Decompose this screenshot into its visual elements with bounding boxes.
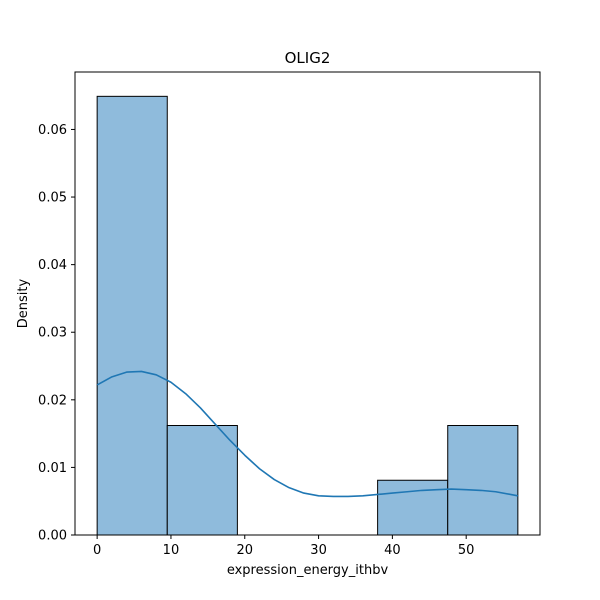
y-tick-label: 0.03 <box>38 326 67 341</box>
x-tick-label: 50 <box>458 543 475 558</box>
histogram-bar-0 <box>96 95 168 536</box>
histogram-bar-5 <box>447 425 519 536</box>
plot-frame <box>74 71 541 536</box>
x-axis-label: expression_energy_ithbv <box>227 563 389 578</box>
kde-layer <box>96 370 519 498</box>
histogram-bar-1 <box>166 425 238 536</box>
y-axis-ticks: 0.00 0.01 0.02 0.03 0.04 0.05 0.06 <box>38 123 75 544</box>
y-tick-label: 0.06 <box>38 123 67 138</box>
y-axis-label: Density <box>16 278 31 328</box>
y-tick-label: 0.01 <box>38 461 67 476</box>
y-tick-label: 0.05 <box>38 191 67 206</box>
x-tick-label: 20 <box>236 543 253 558</box>
x-tick-label: 10 <box>163 543 180 558</box>
y-tick-label: 0.04 <box>38 258 67 273</box>
histogram-bar-4 <box>377 479 449 536</box>
kde-curve <box>96 370 519 498</box>
chart-title: OLIG2 <box>285 49 331 67</box>
x-axis-ticks: 0 10 20 30 40 50 <box>93 535 474 558</box>
y-tick-label: 0.02 <box>38 393 67 408</box>
x-tick-label: 40 <box>384 543 401 558</box>
bars-layer <box>96 95 519 536</box>
y-tick-label: 0.00 <box>38 529 67 544</box>
x-tick-label: 0 <box>93 543 101 558</box>
x-tick-label: 30 <box>310 543 327 558</box>
